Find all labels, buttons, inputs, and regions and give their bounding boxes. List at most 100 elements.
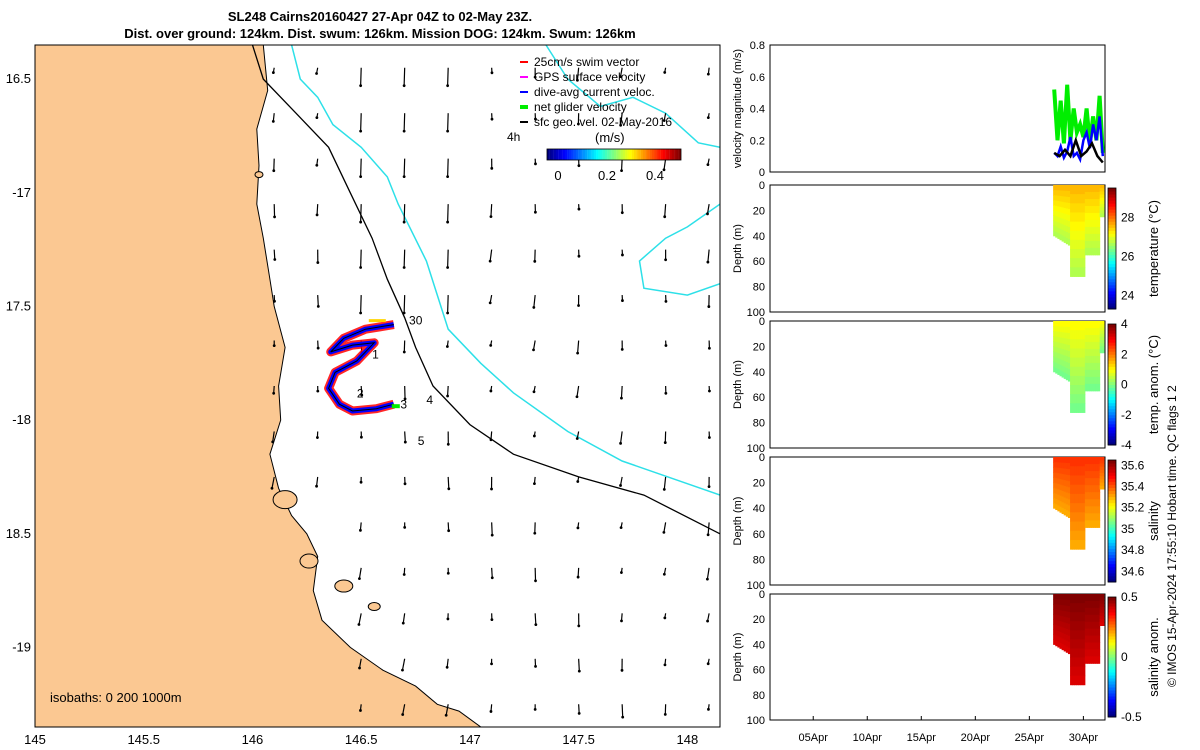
profile-cell (1067, 221, 1071, 228)
profile-cell (1059, 359, 1063, 366)
time-tick-label: 05Apr (799, 732, 829, 744)
profile-cell (1097, 376, 1101, 385)
panel-colorbar-cell (1108, 600, 1116, 604)
profile-cell (1091, 513, 1094, 521)
profile-cell (1084, 594, 1088, 602)
geo-velocity-arrow (316, 204, 319, 215)
geo-velocity-arrow (576, 67, 580, 81)
profile-cell (1095, 628, 1099, 637)
profile-cell (1097, 247, 1101, 256)
panel-colorbar-cell (1108, 342, 1116, 346)
depth-axis-label: Depth (m) (732, 224, 744, 273)
colorbar-cell (669, 149, 673, 160)
depth-tick: 80 (753, 690, 765, 702)
geo-velocity-arrow (317, 295, 319, 307)
y-tick-label: -18 (12, 412, 31, 427)
panel-colorbar-cell (1108, 636, 1116, 640)
geo-velocity-arrow (403, 158, 406, 177)
profile-cell (1061, 468, 1065, 475)
profile-cell (1070, 385, 1073, 395)
profile-cell (1067, 345, 1071, 352)
profile-cell (1057, 331, 1060, 338)
panel-colorbar-cell (1108, 687, 1116, 691)
profile-cell (1061, 196, 1065, 203)
panel-colorbar-label: temperature (°C) (1146, 200, 1161, 297)
geo-velocity-arrow (663, 158, 667, 170)
profile-cell (1057, 462, 1060, 469)
panel-colorbar-cell (1108, 429, 1116, 434)
geo-velocity-arrow (534, 613, 537, 625)
depth-tick: 40 (753, 503, 765, 515)
arrow-head (403, 440, 407, 444)
profile-cell (1086, 614, 1090, 623)
arrow-head (446, 129, 450, 133)
profile-cell (1074, 530, 1077, 541)
profile-cell (1059, 621, 1063, 628)
panel-colorbar-cell (1108, 627, 1116, 631)
panel-colorbar-cell (1108, 681, 1116, 685)
profile-cell (1095, 607, 1099, 616)
panel-colorbar-cell (1108, 284, 1116, 289)
profile-cell (1078, 657, 1082, 668)
profile-cell (1095, 376, 1099, 385)
profile-cell (1074, 258, 1077, 268)
panel-colorbar-cell (1108, 245, 1116, 249)
depth-axis-label: Depth (m) (732, 633, 744, 682)
profile-cell (1101, 330, 1105, 335)
profile-cell (1080, 603, 1084, 613)
profile-cell (1072, 521, 1075, 532)
profile-cell (1053, 639, 1056, 645)
profile-cell (1063, 462, 1067, 470)
profile-cell (1078, 666, 1082, 677)
profile-cell (1095, 649, 1099, 657)
profile-cell (1053, 361, 1056, 368)
profile-cell (1082, 203, 1086, 213)
day-label: 3 (400, 398, 407, 412)
profile-cell (1055, 483, 1058, 490)
profile-cell (1101, 200, 1105, 205)
geo-velocity-arrow (578, 658, 580, 672)
profile-cell (1065, 486, 1069, 494)
profile-cell (1095, 614, 1099, 623)
colorbar-cell (582, 149, 586, 160)
geo-velocity-arrow (403, 249, 406, 268)
profile-cell (1070, 539, 1073, 550)
profile-cell (1080, 484, 1084, 495)
profile-cell (1067, 185, 1071, 192)
profile-cell (1076, 457, 1080, 467)
profile-cell (1061, 337, 1065, 344)
depth-tick: 80 (753, 418, 765, 430)
time-tick-label: 25Apr (1015, 732, 1045, 744)
profile-cell (1061, 599, 1065, 606)
y-tick-label: 18.5 (6, 526, 31, 541)
profile-cell (1065, 196, 1069, 204)
profile-cell (1070, 321, 1073, 331)
profile-cell (1080, 185, 1084, 195)
profile-cell (1086, 212, 1090, 221)
arrow-head (272, 169, 276, 173)
profile-cell (1080, 621, 1084, 631)
profile-cell (1101, 327, 1105, 332)
profile-cell (1063, 196, 1067, 203)
profile-cell (1082, 493, 1086, 504)
profile-cell (1078, 493, 1082, 504)
arrow-head (402, 129, 406, 133)
profile-cell (1070, 657, 1073, 668)
colorbar-cell (665, 149, 668, 160)
arrow-head (619, 441, 622, 445)
profile-cell (1065, 599, 1069, 607)
panel-colorbar-cell (1108, 708, 1116, 712)
panel-colorbar-label: salinity anom. (1146, 617, 1161, 696)
panel-colorbar-cell (1108, 469, 1116, 473)
profile-cell (1097, 226, 1101, 235)
profile-cell (1097, 321, 1101, 329)
profile-cell (1061, 507, 1065, 515)
profile-cell (1084, 334, 1088, 343)
arrow-head (316, 261, 320, 264)
geo-velocity-arrow (273, 249, 276, 260)
colorbar-cell (562, 149, 566, 160)
geo-velocity-arrow (447, 67, 449, 86)
colorbar-cell (578, 149, 581, 160)
profile-cell (1095, 457, 1099, 465)
profile-cell (1078, 603, 1082, 613)
